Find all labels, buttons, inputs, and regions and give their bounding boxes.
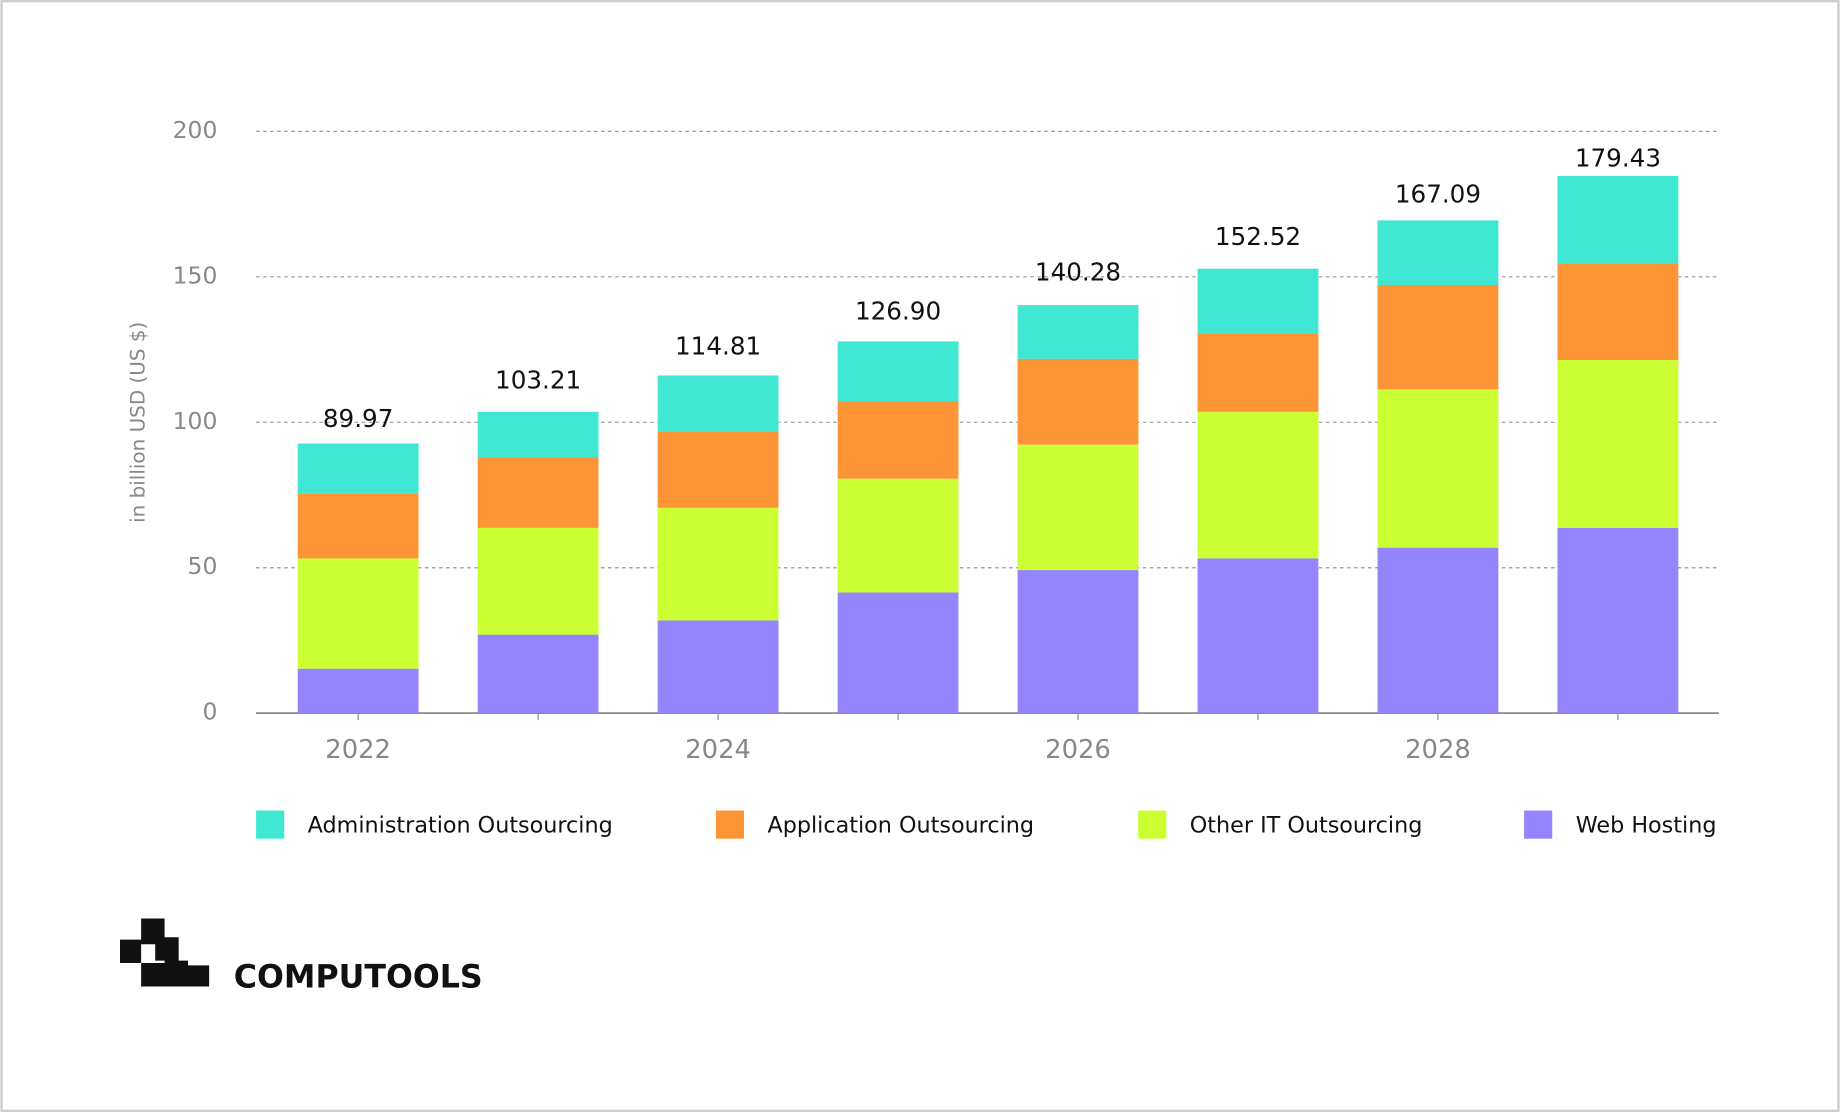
- total-label: 89.97: [323, 404, 394, 433]
- total-label: 126.90: [855, 296, 941, 325]
- bar-segment: [1557, 527, 1679, 714]
- total-label: 167.09: [1395, 179, 1481, 208]
- logo: [120, 918, 210, 987]
- total-label: 179.43: [1575, 144, 1661, 173]
- bar-segment: [657, 620, 779, 714]
- bar-segment: [837, 478, 959, 593]
- bar-segment: [657, 375, 779, 432]
- bar-segment: [297, 443, 419, 494]
- bar-segment: [1197, 268, 1319, 334]
- y-tick-label: 50: [188, 552, 218, 580]
- bar-segment: [837, 401, 959, 479]
- x-tick-label: 2026: [1045, 735, 1111, 765]
- bar-segment: [657, 507, 779, 621]
- bar-segment: [1197, 333, 1319, 412]
- total-label: 152.52: [1215, 222, 1301, 251]
- bar-segment: [1377, 389, 1499, 548]
- y-tick-label: 150: [173, 261, 218, 289]
- legend-swatch: [1524, 810, 1553, 839]
- bar-segment: [477, 411, 599, 458]
- bar-segment: [297, 668, 419, 714]
- bar-segment: [297, 493, 419, 559]
- bar-segment: [1377, 220, 1499, 285]
- total-label: 140.28: [1035, 257, 1121, 286]
- legend-label: Administration Outsourcing: [308, 812, 613, 838]
- bar-segment: [1197, 558, 1319, 714]
- bar-segment: [477, 527, 599, 635]
- bar-segment: [1557, 360, 1679, 528]
- y-tick-label: 200: [173, 116, 218, 144]
- x-tick-label: 2022: [325, 735, 391, 765]
- bar-segment: [1377, 547, 1499, 714]
- legend-label: Application Outsourcing: [768, 812, 1035, 838]
- y-axis-title: in billion USD (US $): [125, 322, 149, 523]
- bar-segment: [657, 431, 779, 508]
- bar-segment: [837, 341, 959, 402]
- bar-segment: [297, 558, 419, 669]
- bar-segment: [1557, 175, 1679, 265]
- legend-swatch: [715, 810, 745, 839]
- legend-label: Other IT Outsourcing: [1190, 812, 1423, 838]
- brand: COMPUTOOLS: [234, 959, 483, 995]
- legend-swatch: [1138, 810, 1167, 839]
- y-tick-label: 0: [202, 698, 217, 726]
- bar-segment: [477, 634, 599, 714]
- total-label: 114.81: [675, 332, 761, 361]
- bar-segment: [1017, 444, 1139, 571]
- bar-segment: [1017, 358, 1139, 445]
- legend-label: Web Hosting: [1576, 812, 1717, 838]
- bar-segment: [1197, 411, 1319, 559]
- bar-segment: [1557, 264, 1679, 361]
- bar-segment: [1017, 570, 1139, 714]
- x-tick-label: 2028: [1405, 735, 1471, 765]
- total-label: 103.21: [495, 365, 581, 394]
- bar-segment: [1377, 284, 1499, 390]
- x-tick-label: 2024: [685, 735, 751, 765]
- legend-swatch: [256, 810, 285, 839]
- bar-segment: [477, 457, 599, 528]
- bar-segment: [837, 592, 959, 714]
- bar-segment: [1017, 305, 1139, 359]
- y-tick-label: 100: [173, 407, 218, 435]
